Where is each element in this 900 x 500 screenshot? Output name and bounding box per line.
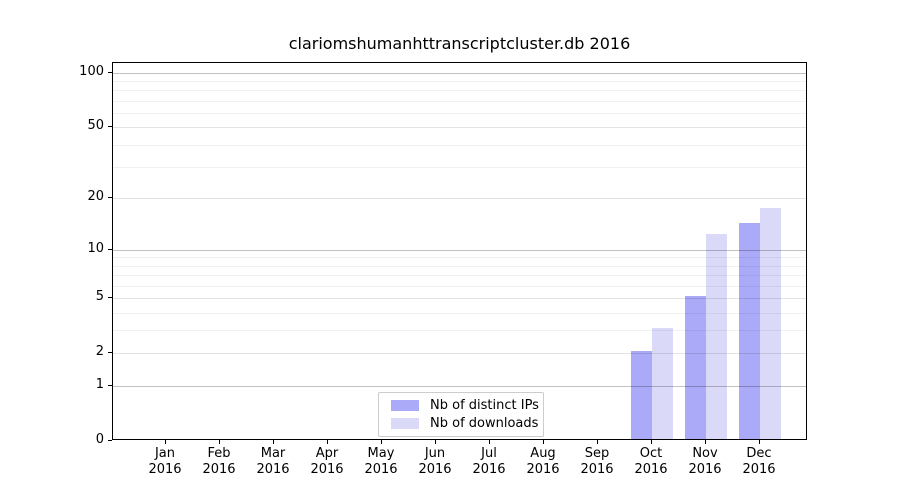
x-tick-label-month: Oct [639, 446, 663, 461]
x-tick-label-month: Aug [530, 446, 556, 461]
y-tick-label-50: 50 [87, 118, 104, 134]
gridline-y-major-10 [113, 249, 806, 251]
y-tick-label-0: 0 [95, 432, 104, 447]
gridline-y-minor-7 [113, 275, 806, 276]
bar-nb-of-distinct-ips-nov [685, 296, 706, 439]
legend-label-distinct-ips: Nb of distinct IPs [430, 397, 539, 413]
x-tick-label-month: Jun [424, 446, 446, 461]
x-tick-label-month: May [367, 446, 395, 461]
bar-nb-of-distinct-ips-dec [739, 222, 760, 439]
legend-entry-distinct-ips: Nb of distinct IPs [385, 397, 539, 414]
y-tick-5 [108, 297, 112, 298]
x-tick-label-month: Mar [260, 446, 286, 461]
x-tick-aug [543, 440, 544, 444]
bar-nb-of-downloads-oct [652, 328, 673, 439]
x-tick-label-year: 2016 [634, 462, 668, 477]
gridline-y-minor-30 [113, 166, 806, 168]
x-tick-label-year: 2016 [202, 462, 236, 477]
gridline-y-minor-8 [113, 265, 806, 267]
gridline-y-minor-6 [113, 285, 806, 287]
x-tick-label-year: 2016 [742, 462, 776, 477]
x-tick-mar [273, 440, 274, 444]
gridline-y-minor-80 [113, 90, 806, 92]
x-tick-label-year: 2016 [580, 462, 614, 477]
x-tick-feb [219, 440, 220, 444]
y-tick-1 [108, 384, 112, 386]
gridline-y-minor-40 [113, 144, 806, 146]
x-tick-label-month: Sep [584, 446, 610, 461]
x-tick-label-nov: Nov 2016 [665, 446, 745, 478]
chart-title: clariomshumanhttranscriptcluster.db 2016 [288, 34, 631, 53]
x-tick-label-dec: Dec 2016 [719, 446, 799, 478]
gridline-y-minor-60 [113, 112, 806, 114]
y-tick-label-20: 20 [87, 189, 104, 204]
x-tick-label-feb: Feb 2016 [179, 446, 259, 478]
x-tick-label-mar: Mar 2016 [233, 446, 313, 478]
x-tick-label-month: Jul [481, 446, 497, 461]
bar-nb-of-downloads-nov [706, 234, 727, 439]
x-tick-label-year: 2016 [310, 462, 344, 477]
x-tick-label-year: 2016 [256, 462, 290, 477]
x-tick-label-month: Apr [315, 446, 339, 461]
gridline-y-major-100 [113, 72, 806, 74]
gridline-y-mid-20 [113, 198, 806, 199]
x-tick-label-may: May 2016 [341, 446, 421, 478]
y-tick-label-1: 1 [95, 376, 104, 392]
x-tick-label-jun: Jun 2016 [395, 446, 475, 478]
y-tick-label-2: 2 [95, 344, 104, 360]
y-tick-20 [108, 197, 112, 198]
x-tick-jun [435, 440, 436, 444]
y-tick-100 [108, 71, 112, 73]
x-tick-label-year: 2016 [526, 462, 560, 477]
x-tick-label-month: Feb [207, 446, 231, 461]
x-tick-jul [489, 440, 490, 444]
legend-swatch-distinct-ips [391, 399, 419, 411]
x-tick-label-jul: Jul 2016 [449, 446, 529, 478]
x-tick-label-year: 2016 [418, 462, 452, 477]
x-tick-jan [165, 440, 166, 444]
x-tick-label-month: Dec [746, 446, 772, 461]
x-tick-sep [597, 440, 598, 444]
bar-nb-of-distinct-ips-oct [631, 351, 652, 439]
x-tick-oct [651, 440, 652, 444]
x-tick-label-month: Nov [692, 446, 718, 461]
x-tick-label-apr: Apr 2016 [287, 446, 367, 478]
y-tick-10 [108, 248, 112, 250]
x-tick-label-year: 2016 [472, 462, 506, 477]
legend-swatch-downloads [391, 418, 419, 430]
x-tick-may [381, 440, 382, 444]
plot-area: Nb of distinct IPs Nb of downloads [112, 62, 807, 440]
x-tick-nov [705, 440, 706, 444]
x-tick-label-sep: Sep 2016 [557, 446, 637, 478]
y-tick-2 [108, 352, 112, 354]
gridline-y-minor-70 [113, 100, 806, 102]
x-tick-label-jan: Jan 2016 [125, 446, 205, 478]
gridline-y-minor-9 [113, 257, 806, 259]
legend-label-downloads: Nb of downloads [430, 416, 539, 432]
x-tick-label-month: Jan [154, 446, 176, 461]
x-tick-apr [327, 440, 328, 444]
x-tick-label-oct: Oct 2016 [611, 446, 691, 478]
legend-entry-downloads: Nb of downloads [385, 416, 539, 433]
y-tick-label-100: 100 [79, 63, 104, 79]
legend: Nb of distinct IPs Nb of downloads [378, 392, 544, 437]
x-tick-label-year: 2016 [688, 462, 722, 477]
x-tick-dec [759, 440, 760, 444]
y-tick-50 [108, 126, 112, 128]
gridline-y-minor-90 [113, 81, 806, 82]
x-tick-label-year: 2016 [364, 462, 398, 477]
x-tick-label-year: 2016 [148, 462, 182, 477]
y-tick-label-5: 5 [95, 289, 104, 304]
y-tick-0 [108, 440, 112, 441]
gridline-y-mid-50 [113, 127, 806, 129]
y-tick-label-10: 10 [87, 240, 104, 256]
x-tick-label-aug: Aug 2016 [503, 446, 583, 478]
bar-nb-of-downloads-dec [760, 208, 781, 439]
